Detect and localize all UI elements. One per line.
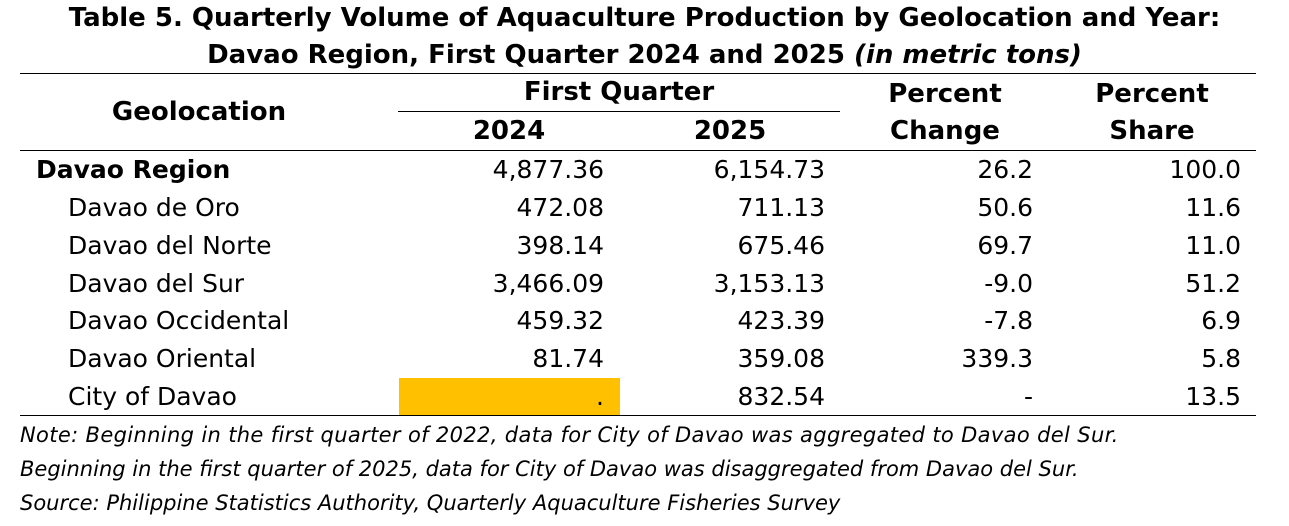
header-percent-change-2: Change: [890, 116, 1000, 146]
header-first-quarter: First Quarter: [523, 77, 715, 107]
table-row-davao-occidental: Davao Occidental 459.32 423.39 -7.8 6.9: [0, 302, 1289, 340]
table-bottom-rule: [20, 415, 1256, 416]
first-quarter-rule: [398, 111, 840, 112]
note-line-2: Beginning in the first quarter of 2025, …: [20, 457, 1079, 481]
row-geolocation: City of Davao: [68, 382, 237, 411]
table-row-davao-region: Davao Region 4,877.36 6,154.73 26.2 100.…: [0, 151, 1289, 189]
row-geolocation: Davao del Sur: [68, 269, 245, 298]
row-value-2025: 423.39: [737, 306, 825, 335]
table-row-davao-de-oro: Davao de Oro 472.08 711.13 50.6 11.6: [0, 189, 1289, 227]
row-value-2025: 359.08: [737, 344, 825, 373]
table-row-city-of-davao: City of Davao . 832.54 - 13.5: [0, 378, 1289, 416]
row-percent-share: 5.8: [1201, 344, 1241, 373]
source-line: Source: Philippine Statistics Authority,…: [20, 491, 841, 515]
row-percent-change: -9.0: [984, 269, 1033, 298]
row-value-2024: 398.14: [516, 231, 604, 260]
table-row-davao-del-norte: Davao del Norte 398.14 675.46 69.7 11.0: [0, 227, 1289, 265]
row-value-2025: 832.54: [737, 382, 825, 411]
row-percent-share: 11.6: [1185, 193, 1241, 222]
title-line-2: Davao Region, First Quarter 2024 and 202…: [0, 37, 1289, 73]
row-value-2024: 459.32: [516, 306, 604, 335]
row-percent-change: -: [1023, 382, 1033, 411]
title-line-1: Table 5. Quarterly Volume of Aquaculture…: [68, 3, 1221, 33]
title-unit: (in metric tons): [854, 40, 1082, 70]
row-value-2025: 6,154.73: [713, 155, 825, 184]
table-row-davao-del-sur: Davao del Sur 3,466.09 3,153.13 -9.0 51.…: [0, 265, 1289, 303]
header-year-2025: 2025: [693, 116, 767, 146]
row-percent-share: 51.2: [1185, 269, 1241, 298]
header-percent-share-1: Percent: [1095, 79, 1209, 109]
note-line-1: Note: Beginning in the first quarter of …: [20, 423, 1119, 447]
row-value-2025: 3,153.13: [713, 269, 825, 298]
header-percent-change-1: Percent: [888, 79, 1002, 109]
row-percent-change: 26.2: [977, 155, 1033, 184]
row-geolocation: Davao de Oro: [68, 193, 240, 222]
header-year-2024: 2024: [472, 116, 546, 146]
row-percent-share: 13.5: [1185, 382, 1241, 411]
row-geolocation: Davao Oriental: [68, 344, 257, 373]
row-percent-change: -7.8: [984, 306, 1033, 335]
title-region-quarter: Davao Region, First Quarter 2024 and 202…: [207, 40, 845, 70]
row-value-2025: 711.13: [737, 193, 825, 222]
row-percent-change: 339.3: [961, 344, 1033, 373]
missing-value-highlight: [399, 378, 620, 415]
row-value-2024: 472.08: [516, 193, 604, 222]
row-percent-change: 50.6: [977, 193, 1033, 222]
row-value-2024: 3,466.09: [492, 269, 604, 298]
row-percent-share: 6.9: [1201, 306, 1241, 335]
row-percent-share: 100.0: [1169, 155, 1241, 184]
row-value-2024: .: [596, 382, 604, 411]
header-percent-share-2: Share: [1109, 116, 1195, 146]
row-geolocation: Davao Occidental: [68, 306, 290, 335]
row-value-2024: 81.74: [532, 344, 604, 373]
row-geolocation: Davao del Norte: [68, 231, 272, 260]
row-value-2025: 675.46: [737, 231, 825, 260]
row-geolocation: Davao Region: [36, 155, 231, 184]
table-row-davao-oriental: Davao Oriental 81.74 359.08 339.3 5.8: [0, 340, 1289, 378]
row-percent-change: 69.7: [977, 231, 1033, 260]
top-rule: [20, 73, 1256, 74]
row-value-2024: 4,877.36: [492, 155, 604, 184]
row-percent-share: 11.0: [1185, 231, 1241, 260]
header-bottom-rule: [20, 150, 1256, 151]
header-geolocation: Geolocation: [111, 97, 287, 127]
